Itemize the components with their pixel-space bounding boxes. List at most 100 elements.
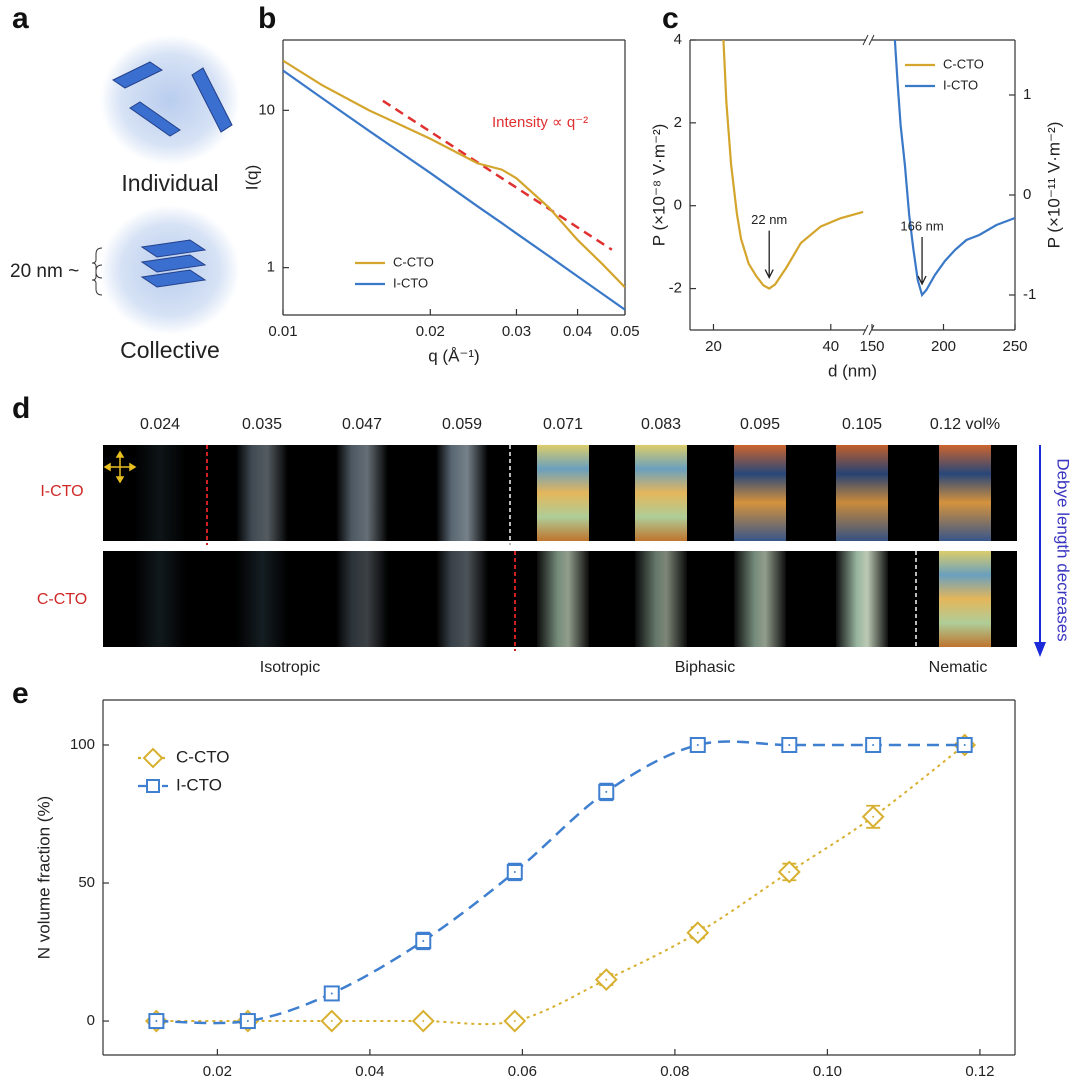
annotation: 22 nm: [751, 212, 787, 227]
row-label: C-CTO: [37, 591, 87, 608]
y-axis-title: I(q): [242, 165, 261, 191]
x-tick-label: 0.10: [813, 1063, 842, 1080]
sample-stripe: [537, 551, 589, 647]
legend-marker: [142, 747, 164, 769]
panel-a-art: [91, 35, 240, 335]
fit-curve: [156, 744, 966, 1026]
sample-stripe: [134, 551, 186, 647]
caption: Individual: [121, 170, 218, 196]
series-line: [893, 40, 1015, 298]
y2-tick-label: 0: [1023, 186, 1031, 203]
sample-stripe: [537, 445, 589, 541]
sample-stripe: [836, 445, 888, 541]
sample-stripe: [635, 445, 687, 541]
x-axis-title: q (Å⁻¹): [428, 346, 479, 365]
marker-dot: [422, 1020, 425, 1023]
y-tick-label: 100: [70, 736, 95, 753]
annotation: 166 nm: [900, 218, 943, 233]
marker-dot: [605, 790, 608, 793]
legend-label: C-CTO: [176, 747, 230, 766]
series-line: [283, 59, 625, 289]
x-tick-label: 20: [705, 338, 722, 355]
sample-stripe: [635, 551, 687, 647]
debye-arrow: [1034, 445, 1046, 657]
phase-label: Nematic: [929, 659, 988, 676]
column-label: 0.105: [842, 416, 882, 433]
legend-label: C-CTO: [393, 254, 434, 269]
marker-dot: [963, 743, 966, 746]
caption: Collective: [120, 337, 220, 363]
series-line: [283, 69, 625, 311]
x-tick-label: 0.04: [355, 1063, 384, 1080]
sample-stripe: [939, 445, 991, 541]
y2-tick-label: -1: [1023, 286, 1036, 303]
caption: 20 nm ~: [10, 261, 79, 282]
marker-dot: [330, 992, 333, 995]
marker-dot: [788, 870, 791, 873]
row-label: I-CTO: [40, 483, 83, 500]
marker-dot: [155, 1020, 158, 1023]
y-tick-label: 4: [674, 31, 682, 48]
y-tick-label: 2: [674, 114, 682, 131]
legend-label: C-CTO: [943, 56, 984, 71]
phase-dividers: [206, 445, 917, 651]
axis-break: [862, 324, 875, 336]
x-tick-label: 0.04: [563, 323, 592, 340]
column-label: 0.035: [242, 416, 282, 433]
x-tick-label: 0.03: [502, 323, 531, 340]
y-axis-title: P (×10⁻⁸ V·m⁻²): [649, 124, 668, 247]
x-tick-label: 150: [859, 338, 884, 355]
marker-dot: [872, 815, 875, 818]
x-tick-label: 200: [931, 338, 956, 355]
marker-dot: [788, 743, 791, 746]
y2-tick-label: 1: [1023, 86, 1031, 103]
legend-marker: [146, 779, 160, 793]
x-tick-label: 0.05: [610, 323, 639, 340]
panel-label: e: [12, 677, 29, 710]
reference-line: [382, 99, 613, 251]
series-line: [722, 40, 864, 290]
y-tick-label: 10: [258, 101, 275, 118]
y-tick-label: 0: [87, 1012, 95, 1029]
sample-stripe: [336, 445, 388, 541]
x-tick-label: 0.01: [268, 323, 297, 340]
x-tick-label: 0.02: [416, 323, 445, 340]
y-tick-label: 0: [674, 197, 682, 214]
sample-stripe: [436, 445, 488, 541]
marker-dot: [513, 870, 516, 873]
sample-stripe: [336, 551, 388, 647]
marker-dot: [422, 939, 425, 942]
marker-dot: [696, 743, 699, 746]
sample-stripe: [236, 445, 288, 541]
marker-dot: [696, 931, 699, 934]
arrow-label: Debye length decreases: [1054, 458, 1073, 641]
panel-label: c: [662, 2, 679, 35]
marker-dot: [872, 743, 875, 746]
y-tick-label: -2: [669, 280, 682, 297]
marker-dot: [513, 1020, 516, 1023]
polarizer-cross: [103, 450, 137, 484]
phase-label: Isotropic: [260, 659, 320, 676]
sample-stripe: [236, 551, 288, 647]
x-tick-label: 0.08: [660, 1063, 689, 1080]
axis-break: [862, 34, 875, 46]
annotation: Intensity ∝ q⁻²: [492, 114, 588, 131]
x-tick-label: 250: [1002, 338, 1027, 355]
column-label: 0.12 vol%: [930, 416, 1000, 433]
x-tick-label: 0.06: [508, 1063, 537, 1080]
column-label: 0.083: [641, 416, 681, 433]
y-tick-label: 50: [78, 874, 95, 891]
legend-label: I-CTO: [176, 775, 222, 794]
x-tick-label: 0.12: [965, 1063, 994, 1080]
sample-stripe: [134, 445, 186, 541]
column-label: 0.024: [140, 416, 180, 433]
y-axis-title: N volume fraction (%): [34, 796, 53, 959]
column-label: 0.095: [740, 416, 780, 433]
annotation-arrow: [917, 237, 927, 286]
y2-axis-title: P (×10⁻¹¹ V·m⁻²): [1044, 122, 1063, 249]
panel-label: d: [12, 392, 30, 425]
x-tick-label: 40: [822, 338, 839, 355]
y-tick-label: 1: [267, 259, 275, 276]
x-tick-label: 0.02: [203, 1063, 232, 1080]
